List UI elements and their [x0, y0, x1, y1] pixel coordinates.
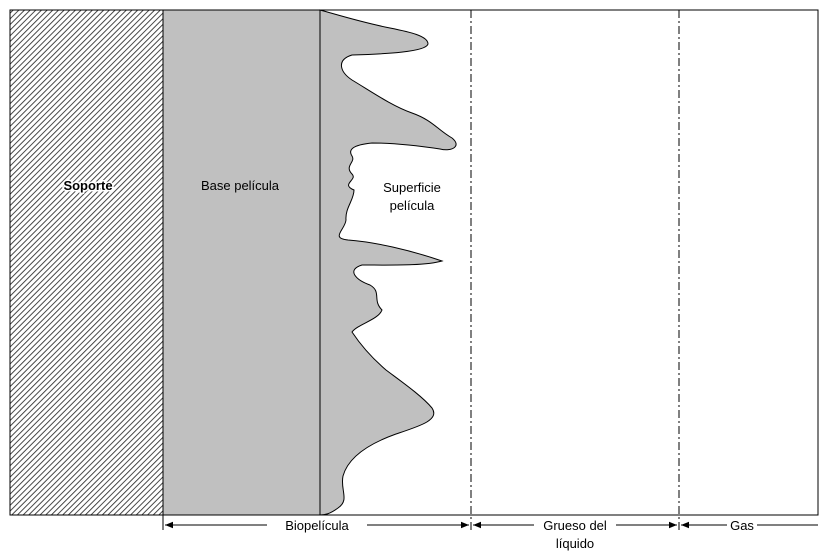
label-background: [727, 517, 757, 533]
film-surface-shape: [319, 9, 457, 516]
liquid-thickness-label: líquido: [556, 536, 594, 551]
liquid-thickness-label: Grueso del: [543, 518, 607, 533]
film-base-region: [163, 10, 320, 515]
film-base-label: Base película: [201, 178, 280, 193]
film-surface-label: película: [390, 198, 436, 213]
gas-label: Gas: [730, 518, 754, 533]
support-region: [10, 10, 163, 515]
frame: [9, 9, 819, 516]
support-label: Soporte: [63, 178, 112, 193]
label-background: [534, 517, 616, 533]
label-background: [267, 517, 367, 533]
film-surface-label: Superficie: [383, 180, 441, 195]
biofilm-label: Biopelícula: [285, 518, 349, 533]
